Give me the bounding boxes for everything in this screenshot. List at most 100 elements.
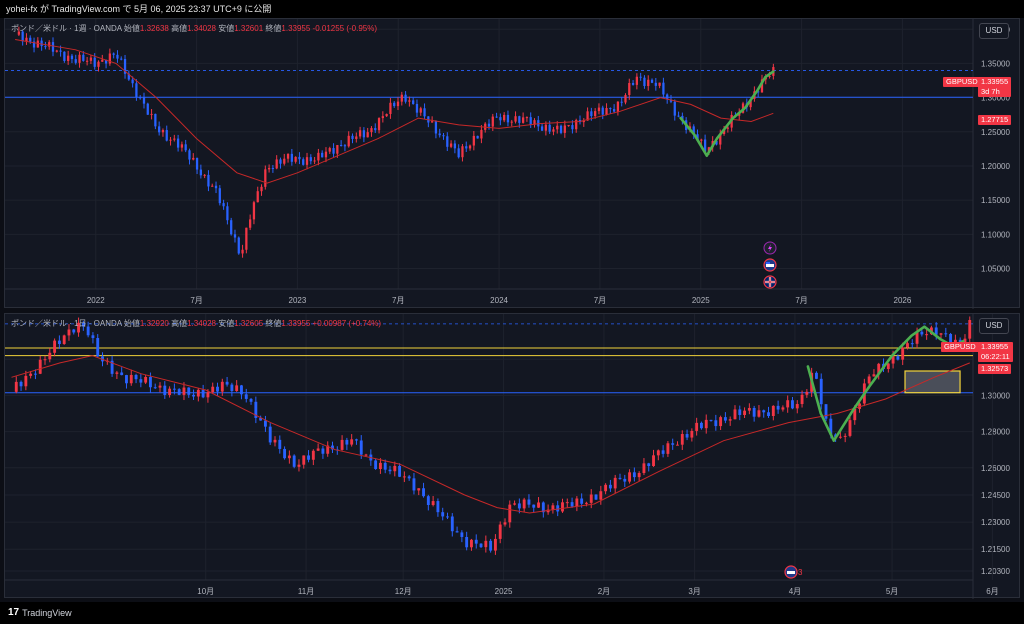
candle-body [446,516,449,518]
candle-body [422,488,425,497]
candle-body [127,73,130,80]
candle-body [275,159,278,169]
candle-body [211,185,214,187]
candle-body [230,384,234,392]
candle-body [311,450,315,460]
weekly-chart-panel[interactable]: ポンド／米ドル · 1週 · OANDA 始値1.32638 高値1.34028… [4,18,1021,309]
candle-body [728,419,732,421]
candle-body [196,389,200,397]
us-flag-icon[interactable]: 3 [783,565,807,579]
daily-price-tag-value: 1.33955 [981,342,1009,351]
weekly-currency-button[interactable]: USD [979,23,1009,39]
candle-body [101,59,104,62]
candle-body [455,531,459,533]
candle-body [345,439,349,445]
candle-body [48,42,51,47]
candle-body [29,373,33,376]
candle-body [489,540,493,551]
candle-body [142,97,146,104]
candle-body [252,202,256,220]
candle-body [556,125,559,130]
candle-body [620,101,623,103]
candle-body [559,125,563,133]
candle-body [240,385,243,395]
candle-body [669,99,673,102]
y-tick-label: 1.20000 [981,162,1010,171]
us-flag-icon[interactable] [763,258,777,272]
weekly-level-tag: 1.27715 [978,115,1012,125]
x-tick-label: 2024 [490,296,508,305]
candle-body [506,114,510,123]
candle-body [218,188,221,204]
candle-body [24,375,28,387]
tradingview-logo[interactable]: 17 TradingView [8,607,72,618]
candle-body [383,462,387,470]
candle-body [146,103,149,115]
candle-body [715,140,718,145]
candle-body [358,130,362,137]
candle-body [263,420,267,427]
candle-body [647,79,650,87]
moving-average-line [11,355,970,514]
candle-body [283,158,286,164]
candle-body [120,372,124,376]
x-tick-label: 11月 [298,587,314,596]
candle-body [110,360,114,374]
uk-flag-icon[interactable] [763,275,777,289]
candle-body [692,126,695,135]
candle-body [442,135,445,137]
candle-body [139,97,142,99]
candle-body [594,111,597,117]
candle-body [245,227,248,250]
candle-body [426,496,430,505]
candle-body [676,444,679,446]
x-tick-label: 3月 [688,587,700,596]
daily-currency-button[interactable]: USD [979,318,1009,334]
weekly-candlestick-chart[interactable]: 1.400001.350001.300001.250001.200001.150… [5,19,1021,309]
candle-body [407,476,411,479]
candle-body [680,434,684,445]
candle-body [637,473,641,478]
candle-body [165,130,168,141]
candle-body [25,37,28,42]
candle-body [173,138,176,140]
candle-body [359,440,363,455]
candle-body [791,400,794,409]
weekly-low-value: 1.32601 [234,24,264,33]
candle-body [498,524,502,539]
candle-body [81,322,85,327]
candle-body [17,31,21,35]
candle-body [896,356,900,360]
candle-body [479,543,483,548]
candle-body [264,169,267,187]
candle-body [214,185,218,189]
candle-body [599,491,603,500]
candle-body [525,117,529,119]
candle-body [36,40,39,48]
candle-body [624,95,627,103]
daily-high-label: 高値 [171,319,188,328]
x-tick-label: 7月 [594,296,606,305]
candle-body [767,412,770,416]
candle-body [63,51,66,61]
candle-body [14,381,18,392]
candle-body [378,462,382,469]
candle-body [55,50,58,52]
candle-body [199,169,202,176]
candle-body [529,117,532,125]
candle-body [848,420,852,436]
event-count: 3 [798,568,803,577]
candle-body [298,156,301,160]
lightning-icon[interactable] [763,241,777,255]
candle-body [877,363,881,375]
candle-body [934,327,938,335]
candle-body [225,381,229,385]
x-tick-label: 7月 [795,296,807,305]
candle-body [714,420,718,427]
daily-candlestick-chart[interactable]: 1.320001.300001.280001.260001.245001.230… [5,314,1021,599]
y-tick-label: 1.30000 [981,391,1010,400]
candle-body [575,498,579,507]
daily-chart-panel[interactable]: ポンド／米ドル · 1日 · OANDA 始値1.32920 高値1.34028… [4,313,1021,599]
y-tick-label: 1.21500 [981,545,1010,554]
candle-body [74,59,77,63]
